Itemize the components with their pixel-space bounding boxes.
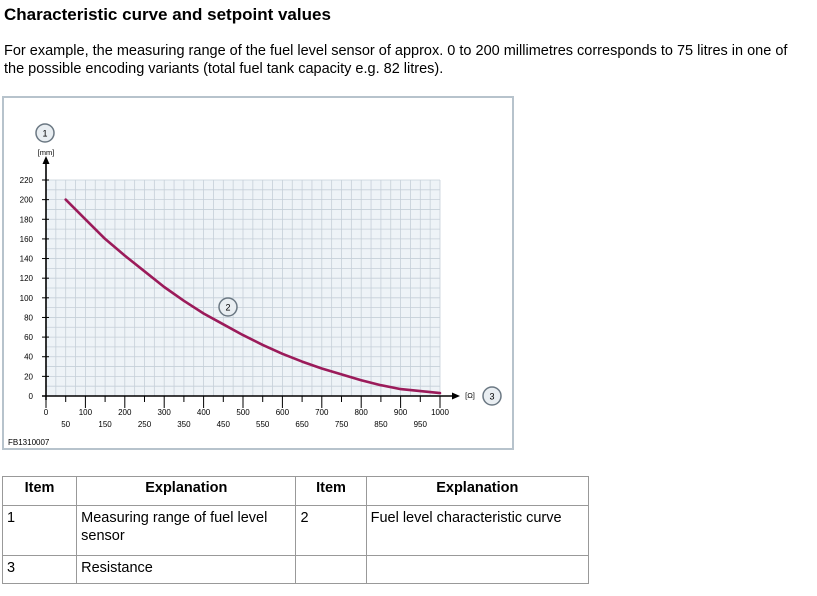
y-tick-label: 40 — [24, 353, 33, 362]
x-tick-label: 600 — [276, 408, 290, 417]
y-tick-label: 220 — [20, 176, 34, 185]
marker-3-label: 3 — [489, 392, 494, 402]
y-tick-label: 100 — [20, 294, 34, 303]
header-item: Item — [1, 476, 78, 506]
marker-2 — [218, 297, 238, 317]
y-axis-unit: [mm] — [38, 148, 55, 157]
x-tick-label: 850 — [374, 420, 388, 429]
item-number: 2 — [295, 505, 367, 556]
x-tick-label: 700 — [315, 408, 329, 417]
y-tick-label: 120 — [20, 274, 34, 283]
y-tick-label: 0 — [29, 392, 34, 401]
header-explanation: Explanation — [76, 476, 297, 506]
y-tick-label: 160 — [20, 235, 34, 244]
item-explanation: Measuring range of fuel level sensor — [76, 505, 297, 556]
x-tick-label: 100 — [79, 408, 93, 417]
marker-3 — [482, 386, 502, 406]
table-row: 1 Measuring range of fuel level sensor 2… — [1, 505, 590, 556]
x-axis-unit: [Ω] — [465, 391, 475, 400]
legend-table: Item Explanation Item Explanation 1 Meas… — [1, 476, 590, 584]
table-row: 3 Resistance — [1, 555, 590, 584]
x-tick-label: 350 — [177, 420, 191, 429]
y-tick-label: 140 — [20, 255, 34, 264]
characteristic-curve-chart: 0204060801001201401601802002200501001502… — [20, 123, 502, 429]
page-heading: Characteristic curve and setpoint values — [4, 5, 331, 24]
x-tick-label: 450 — [217, 420, 231, 429]
y-tick-label: 60 — [24, 333, 33, 342]
header-explanation: Explanation — [365, 476, 590, 506]
y-tick-label: 20 — [24, 372, 33, 381]
x-tick-label: 650 — [295, 420, 309, 429]
x-tick-label: 200 — [118, 408, 132, 417]
y-tick-label: 200 — [20, 196, 34, 205]
characteristic-curve-figure: 0 20 40 60 80 100 120 140 160 180 200 220 0 50 100 150 2… — [2, 96, 514, 450]
item-explanation — [365, 555, 590, 584]
x-tick-label: 400 — [197, 408, 211, 417]
x-tick-label: 900 — [394, 408, 408, 417]
marker-2-label: 2 — [225, 303, 230, 313]
item-explanation: Resistance — [76, 555, 297, 584]
intro-paragraph: For example, the measuring range of the … — [4, 43, 788, 77]
x-tick-label: 50 — [61, 420, 70, 429]
figure-code: FB1310007 — [8, 438, 50, 447]
x-tick-label: 150 — [98, 420, 112, 429]
x-tick-label: 1000 — [431, 408, 449, 417]
y-axis-arrow — [42, 156, 50, 164]
legend-header-row: Item Explanation Item Explanation — [1, 476, 590, 506]
x-tick-label: 800 — [355, 408, 369, 417]
fuel-level-curve — [64, 198, 442, 395]
x-axis-arrow — [452, 392, 460, 400]
marker-1-label: 1 — [42, 129, 47, 139]
marker-1 — [35, 123, 55, 143]
x-tick-label: 750 — [335, 420, 349, 429]
header-item: Item — [295, 476, 367, 506]
x-tick-label: 250 — [138, 420, 152, 429]
item-number — [295, 555, 367, 584]
x-tick-label: 550 — [256, 420, 270, 429]
item-number: 1 — [1, 505, 78, 556]
item-number: 3 — [1, 555, 78, 584]
item-explanation: Fuel level characteristic curve — [365, 505, 590, 556]
y-tick-label: 80 — [24, 313, 33, 322]
x-tick-label: 500 — [236, 408, 250, 417]
x-tick-label: 300 — [158, 408, 172, 417]
x-tick-label: 950 — [414, 420, 428, 429]
y-tick-label: 180 — [20, 215, 34, 224]
x-tick-label: 0 — [44, 408, 49, 417]
